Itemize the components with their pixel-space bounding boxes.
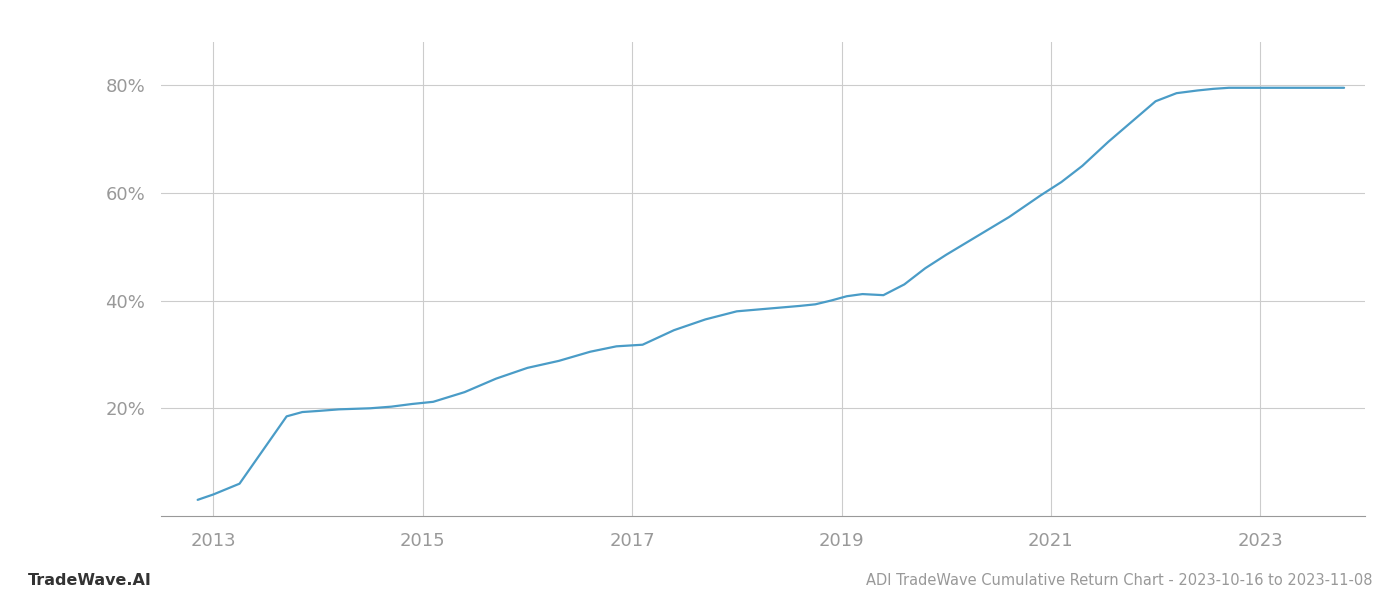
Text: ADI TradeWave Cumulative Return Chart - 2023-10-16 to 2023-11-08: ADI TradeWave Cumulative Return Chart - … [865,573,1372,588]
Text: TradeWave.AI: TradeWave.AI [28,573,151,588]
